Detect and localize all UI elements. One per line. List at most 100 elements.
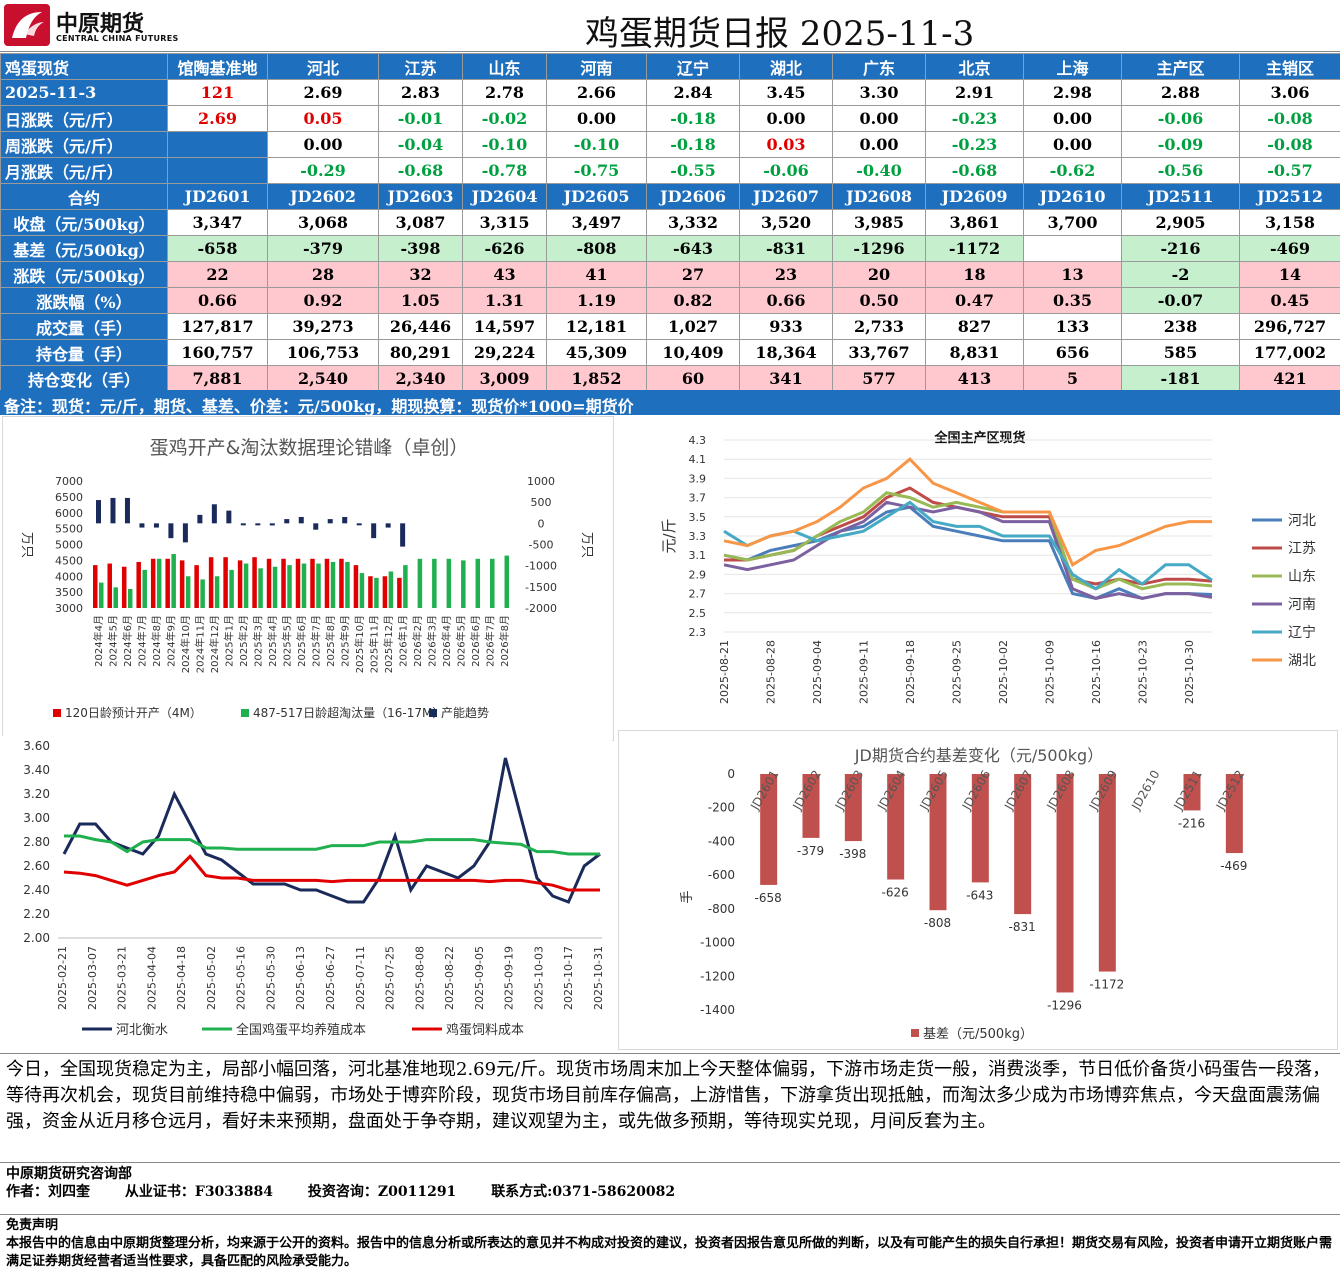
table-cell: -0.10 [462,131,547,158]
basis-bar [1098,774,1116,972]
series-line [723,500,1213,600]
series-line [63,854,600,892]
table-cell: 18 [925,261,1024,288]
table-cell: 2.91 [925,79,1024,106]
x-tick-label: 2026年2月 [411,615,424,667]
basis-bar [844,774,862,842]
table-cell: 2,733 [832,313,926,340]
table-cell: -0.78 [462,157,547,184]
bar-trend [96,500,101,524]
bar-cull [403,565,408,608]
column-header: JD2608 [832,183,926,210]
department: 中原期货研究咨询部 [6,1166,132,1182]
y-axis-label: 元/斤 [660,518,678,553]
basis-bar [1014,774,1032,915]
data-label: -469 [1220,859,1247,873]
table-cell: 2.69 [267,79,379,106]
author-contact: 联系方式:0371-58620082 [491,1184,676,1200]
bar-open [368,576,373,608]
y-tick-label: 3000 [55,602,83,615]
legend-swatch [911,1029,919,1037]
bar-trend [385,523,391,528]
bar-open [107,563,112,608]
bar-cull [504,555,510,608]
x-tick-label: 2025年10月 [353,615,366,673]
bar-open [208,557,214,608]
column-header: 河北 [267,53,379,80]
row-label: 成交量（手） [0,313,168,340]
bar-cull [490,558,495,608]
table-cell: 60 [646,365,740,392]
x-tick-label: 2025年6月 [295,615,308,667]
table-cell: 14,597 [462,313,547,340]
bar-cull [301,563,307,608]
x-tick-label: 2024年9月 [165,615,178,667]
x-tick-label: 2025-10-30 [1183,640,1196,704]
bar-open [281,558,286,608]
table-cell: 0.05 [267,105,379,132]
table-cell: 1.19 [546,287,647,314]
bar-open [165,558,170,608]
bar-open [237,560,243,608]
column-header: JD2604 [462,183,547,210]
table-cell: -0.29 [267,157,379,184]
table-cell: -0.57 [1239,157,1340,184]
bar-open [324,558,330,608]
table-cell: 3,009 [462,365,547,392]
x-tick-label: 2025-03-07 [86,946,99,1010]
x-tick-label: 2025-04-18 [175,946,188,1010]
x-tick-label: 2025-09-25 [950,640,963,704]
chart-cost-svg: 2.00 2.20 2.40 2.60 2.80 3.00 3.20 3.40 3.60 2025… [23,739,605,1038]
table-cell: 177,002 [1239,339,1340,366]
table-cell: 2.84 [646,79,740,106]
bar-cull [214,576,220,608]
table-cell: 0.66 [739,287,833,314]
x-tick-label: 2024年4月 [92,615,105,667]
table-cell: 0.00 [832,131,926,158]
column-header: JD2609 [925,183,1024,210]
table-cell: 2.66 [546,79,647,106]
chart-basis: JD期货合约基差变化（元/500kg） 0 -200 -400 -600 -800 -100… [618,730,1338,1050]
column-header: 鸡蛋现货 [0,53,168,80]
table-cell: 45,309 [546,339,647,366]
table-row: 持仓量（手） 160,757 106,753 80,291 29,224 45,309 10… [0,339,1340,366]
table-cell: 3,861 [925,209,1024,236]
table-cell: -1296 [832,235,926,262]
y-tick-label: 3.20 [23,787,50,801]
x-tick-label: 2024年10月 [179,615,192,673]
bar-cull [417,558,423,608]
table-cell: 0.92 [267,287,379,314]
bar-trend [240,523,246,526]
basis-bar [971,774,989,883]
table-cell: 39,273 [267,313,379,340]
table-cell [167,131,268,158]
y-axis-label: 手 [680,890,695,903]
disclaimer-text: 本报告中的信息由中原期货整理分析，均来源于公开的资料。报告中的信息分析或所表达的… [6,1236,1333,1269]
legend-label: 产能趋势 [441,706,489,720]
x-tick-label: 2025年4月 [266,615,279,667]
data-label: -1172 [1089,978,1124,992]
y-tick-label: 6000 [55,507,83,520]
table-cell: 585 [1121,339,1240,366]
y-tick-label: -200 [708,801,735,815]
bar-trend [269,523,275,526]
legend-label: 河北 [1288,513,1316,529]
x-tick-label: 2026年6月 [469,615,482,667]
author-consult: 投资咨询：Z0011291 [307,1184,457,1200]
table-cell: -626 [462,235,547,262]
y-tick-label: -1200 [700,969,735,983]
x-tick-label: 2024年5月 [107,615,120,667]
data-label: -831 [1009,920,1036,934]
y-tick-label: 3.7 [689,492,707,505]
table-cell: -0.62 [1023,157,1122,184]
bar-open [179,560,185,608]
bar-trend [400,523,406,547]
bar-trend [124,497,130,524]
bar-trend [139,523,145,528]
bar-cull [113,587,118,608]
table-cell: 26,446 [378,313,463,340]
x-tick-label: 2025-04-04 [145,946,158,1010]
row-label: 持仓量（手） [0,339,168,366]
table-cell: -0.06 [739,157,833,184]
table-cell: 41 [546,261,647,288]
